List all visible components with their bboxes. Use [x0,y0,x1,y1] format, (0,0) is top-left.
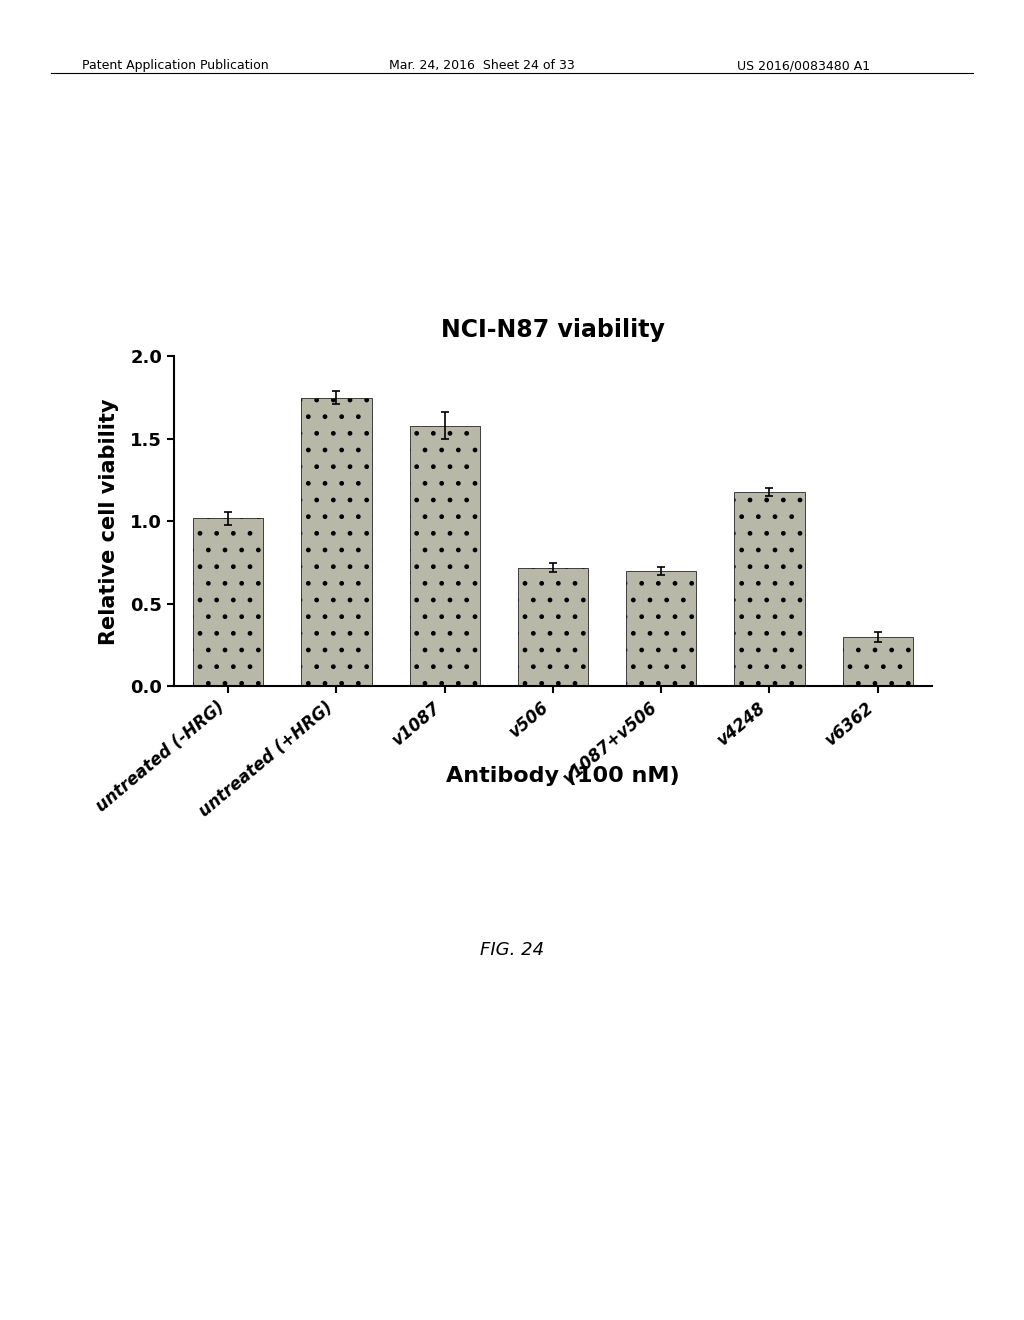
Text: Mar. 24, 2016  Sheet 24 of 33: Mar. 24, 2016 Sheet 24 of 33 [389,59,574,73]
Title: NCI-N87 viability: NCI-N87 viability [441,318,665,342]
Bar [410,425,480,686]
Bar [843,636,913,686]
Text: FIG. 24: FIG. 24 [480,941,544,960]
Bar [301,397,372,686]
Text: Patent Application Publication: Patent Application Publication [82,59,268,73]
Bar [734,492,805,686]
Text: Antibody (100 nM): Antibody (100 nM) [446,766,680,785]
Bar [518,568,588,686]
Bar [626,570,696,686]
Y-axis label: Relative cell viability: Relative cell viability [99,399,119,644]
Text: US 2016/0083480 A1: US 2016/0083480 A1 [737,59,870,73]
Bar [193,517,263,686]
